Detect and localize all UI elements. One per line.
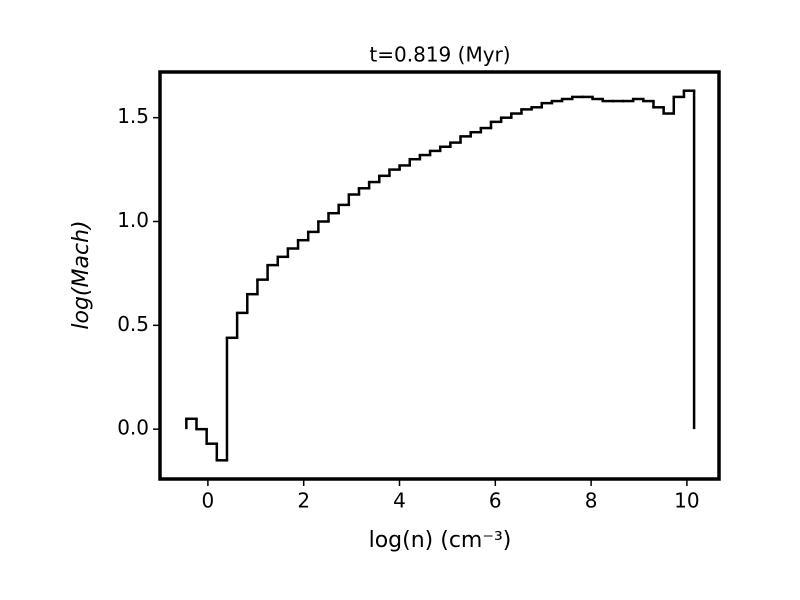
y-tick-label: 1.5 <box>117 104 149 128</box>
x-tick-label: 0 <box>202 489 215 513</box>
chart-title: t=0.819 (Myr) <box>369 43 510 67</box>
y-tick-label: 1.0 <box>117 208 149 232</box>
x-tick-label: 4 <box>393 489 406 513</box>
plot-frame <box>158 70 721 481</box>
x-tick-label: 10 <box>674 489 699 513</box>
x-tick-label: 8 <box>585 489 598 513</box>
x-axis-label: log(n) (cm⁻³) <box>369 528 512 553</box>
y-tick-label: 0.5 <box>117 312 149 336</box>
y-axis-label: log(Mach) <box>69 220 94 329</box>
y-tick-label: 0.0 <box>117 416 149 440</box>
x-tick-label: 6 <box>489 489 502 513</box>
x-tick-label: 2 <box>297 489 310 513</box>
